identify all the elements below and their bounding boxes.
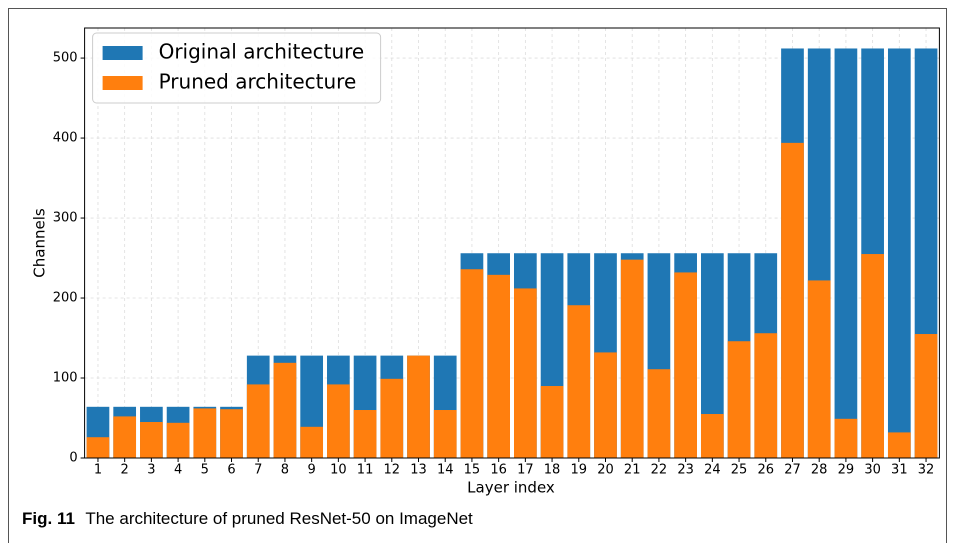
x-tick-label: 32 — [918, 463, 935, 478]
x-tick-label: 4 — [174, 463, 182, 478]
bar — [407, 355, 430, 458]
y-axis-title: Channels — [31, 208, 49, 278]
bar — [300, 426, 324, 458]
x-tick-label: 19 — [571, 463, 588, 478]
bar — [487, 274, 510, 458]
x-tick-label: 21 — [624, 463, 641, 478]
y-tick-label: 0 — [69, 451, 77, 466]
legend-swatch — [102, 46, 143, 60]
x-tick-label: 6 — [227, 463, 235, 478]
caption-label: Fig. 11 — [22, 509, 75, 528]
x-tick-label: 20 — [597, 463, 614, 478]
bar — [353, 410, 377, 458]
figure-frame — [8, 8, 947, 543]
x-tick-label: 24 — [704, 463, 721, 478]
caption: Fig. 11 The architecture of pruned ResNe… — [22, 509, 473, 528]
bar — [220, 409, 243, 458]
bar — [700, 253, 724, 458]
x-tick-label: 30 — [864, 463, 881, 478]
x-tick-label: 8 — [281, 463, 289, 478]
bar — [914, 334, 938, 458]
bar — [754, 333, 778, 458]
bar — [620, 259, 644, 458]
bar — [540, 386, 564, 458]
bar — [887, 48, 911, 458]
bar — [273, 362, 297, 458]
x-tick-label: 26 — [757, 463, 774, 478]
bar — [887, 432, 911, 458]
bar — [834, 48, 858, 458]
bar — [861, 254, 884, 458]
bar — [567, 305, 591, 458]
bar — [807, 280, 831, 458]
y-tick-label: 200 — [53, 291, 78, 306]
bar — [86, 437, 110, 458]
bar — [113, 416, 137, 458]
x-tick-label: 27 — [784, 463, 801, 478]
x-tick-label: 1 — [94, 463, 102, 478]
x-tick-label: 28 — [811, 463, 828, 478]
x-tick-label: 22 — [651, 463, 668, 478]
x-tick-label: 11 — [357, 463, 374, 478]
x-tick-label: 2 — [121, 463, 129, 478]
legend-swatch — [102, 76, 143, 90]
x-tick-label: 17 — [517, 463, 534, 478]
caption-text: The architecture of pruned ResNet-50 on … — [85, 509, 473, 528]
x-tick-label: 5 — [201, 463, 209, 478]
x-tick-label: 9 — [308, 463, 316, 478]
bar — [674, 272, 697, 458]
x-tick-label: 10 — [330, 463, 347, 478]
bar — [700, 414, 724, 458]
y-tick-label: 400 — [53, 131, 78, 146]
bar — [433, 410, 457, 458]
x-tick-label: 7 — [254, 463, 262, 478]
bar — [246, 384, 270, 458]
x-axis-title: Layer index — [467, 479, 555, 497]
bar — [327, 384, 350, 458]
x-tick-label: 12 — [384, 463, 401, 478]
y-tick-label: 500 — [53, 51, 78, 66]
legend-label: Original architecture — [159, 40, 365, 64]
bar — [647, 369, 671, 458]
x-tick-label: 16 — [490, 463, 507, 478]
bar — [166, 422, 190, 458]
bar — [514, 288, 537, 458]
legend-label: Pruned architecture — [159, 70, 357, 94]
x-tick-label: 15 — [464, 463, 481, 478]
legend-box — [92, 32, 382, 104]
bar — [834, 418, 858, 458]
x-tick-label: 29 — [838, 463, 855, 478]
x-tick-label: 31 — [891, 463, 908, 478]
x-tick-label: 14 — [437, 463, 454, 478]
x-tick-label: 23 — [677, 463, 694, 478]
x-tick-label: 3 — [147, 463, 155, 478]
bar — [380, 378, 404, 458]
x-tick-label: 25 — [731, 463, 748, 478]
x-tick-label: 18 — [544, 463, 561, 478]
y-tick-label: 300 — [53, 211, 78, 226]
y-tick-label: 100 — [53, 371, 78, 386]
bar — [594, 352, 617, 458]
bar — [460, 269, 484, 458]
bar — [727, 341, 751, 458]
plot-frame — [84, 27, 940, 459]
bar — [193, 408, 217, 458]
x-tick-label: 13 — [410, 463, 427, 478]
bar — [781, 142, 804, 458]
bar — [140, 422, 163, 458]
